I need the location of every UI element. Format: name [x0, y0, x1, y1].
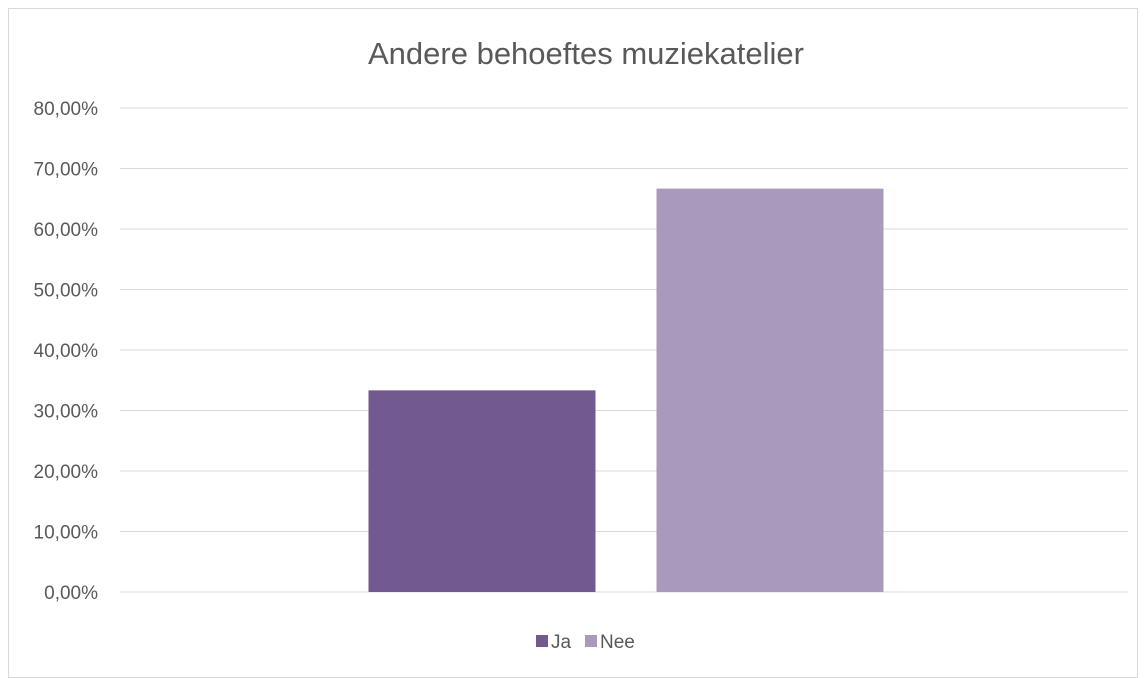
y-tick-label: 50,00%	[34, 281, 99, 302]
y-tick-label: 10,00%	[34, 523, 99, 544]
legend-swatch-ja	[536, 635, 548, 647]
y-tick-label: 30,00%	[34, 402, 99, 423]
y-tick-label: 0,00%	[44, 583, 98, 604]
gridlines	[120, 107, 1128, 593]
y-tick-label: 20,00%	[34, 462, 99, 483]
legend-label-ja: Ja	[551, 632, 572, 653]
bar-ja	[368, 390, 596, 592]
legend: Ja Nee	[536, 632, 635, 653]
legend-label-nee: Nee	[600, 632, 635, 653]
bar-nee	[656, 188, 884, 593]
y-tick-label: 40,00%	[34, 341, 99, 362]
legend-swatch-nee	[585, 635, 597, 647]
bars	[368, 188, 884, 593]
y-axis-ticks: 0,00% 10,00% 20,00% 30,00% 40,00% 50,00% 60,00…	[34, 99, 99, 604]
chart-title: Andere behoeftes muziekatelier	[368, 36, 804, 71]
y-tick-label: 70,00%	[34, 160, 99, 181]
y-tick-label: 80,00%	[34, 99, 99, 120]
y-tick-label: 60,00%	[34, 220, 99, 241]
